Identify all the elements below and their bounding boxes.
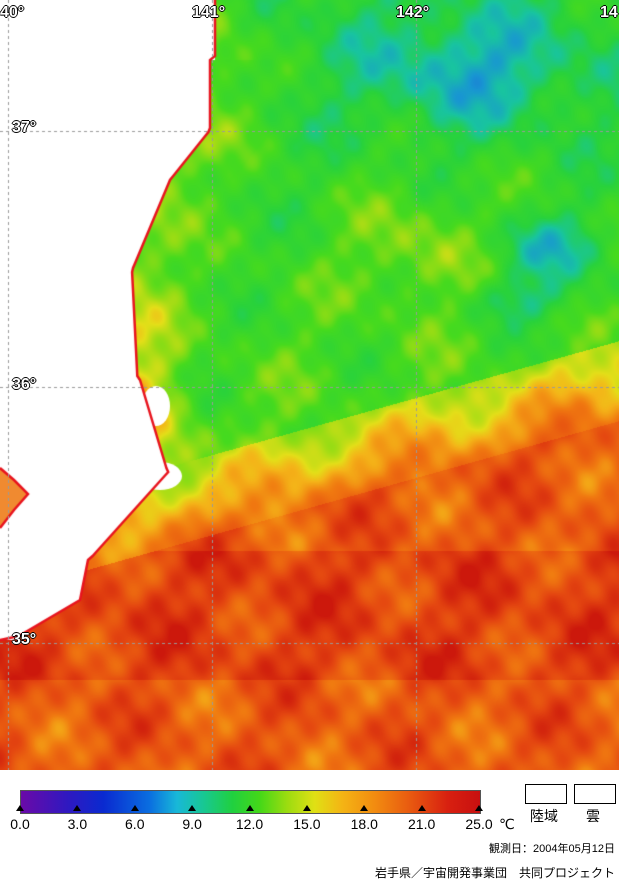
cloud-swatch xyxy=(574,784,616,804)
credit-line: 岩手県／宇宙開発事業団 共同プロジェクト xyxy=(374,866,615,880)
colorbar-tick-label: 6.0 xyxy=(125,816,145,832)
colorbar-tick-label: 25.0 xyxy=(465,816,493,832)
longitude-label-142: 142° xyxy=(396,4,430,21)
colorbar-tick xyxy=(302,805,311,811)
colorbar-tick xyxy=(245,805,254,811)
colorbar-tick-label: 9.0 xyxy=(182,816,202,832)
colorbar-tick-label: 15.0 xyxy=(293,816,321,832)
colorbar-tick xyxy=(73,805,82,811)
legend: 0.0 3.0 6.0 9.0 12.0 15.0 18.0 21.0 25.0 ℃ 陸域 雲 … xyxy=(0,770,619,881)
colorbar-tick xyxy=(130,805,139,811)
longitude-label-141: 141° xyxy=(192,4,226,21)
cloud-label: 雲 xyxy=(586,808,600,824)
colorbar-tick xyxy=(475,805,483,811)
longitude-label-140: 40° xyxy=(0,4,25,21)
colorbar-tick xyxy=(417,805,426,811)
longitude-label-143: 14 xyxy=(600,4,618,21)
latitude-label-37: 37° xyxy=(12,119,37,136)
colorbar-tick xyxy=(16,805,24,811)
colorbar-tick-label: 18.0 xyxy=(350,816,378,832)
land-swatch xyxy=(525,784,567,804)
colorbar-tick-label: 21.0 xyxy=(408,816,436,832)
colorbar-tick-label: 3.0 xyxy=(67,816,88,832)
colorbar-tick-label: 12.0 xyxy=(235,816,264,832)
sea-surface-temperature-map xyxy=(0,0,619,770)
observation-date: 観測日：2004年05月12日 xyxy=(489,843,615,855)
temperature-unit: ℃ xyxy=(499,816,515,832)
land-label: 陸域 xyxy=(530,808,558,824)
colorbar-tick-label: 0.0 xyxy=(10,816,30,832)
colorbar-tick xyxy=(188,805,197,811)
colorbar-tick xyxy=(360,805,369,811)
latitude-label-36: 36° xyxy=(12,376,37,393)
latitude-label-35: 35° xyxy=(12,631,37,648)
